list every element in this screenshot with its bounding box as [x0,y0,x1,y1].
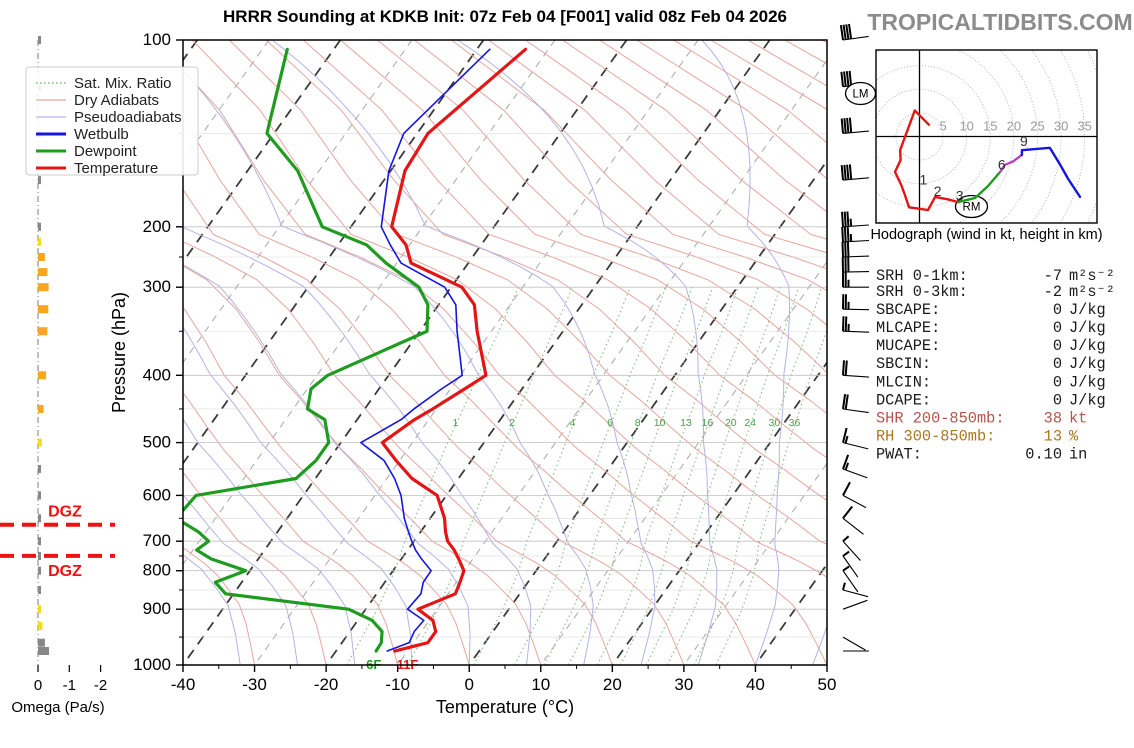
svg-text:36: 36 [789,417,801,429]
svg-text:16: 16 [702,417,714,429]
svg-text:MLCAPE:: MLCAPE: [876,319,940,337]
svg-text:2: 2 [934,183,942,199]
svg-text:700: 700 [143,531,171,550]
svg-text:Hodograph (wind in kt, height: Hodograph (wind in kt, height in km) [870,227,1102,243]
svg-text:1000: 1000 [133,655,171,674]
svg-text:-40: -40 [171,675,196,694]
svg-text:J/kg: J/kg [1069,301,1106,319]
svg-text:DCAPE:: DCAPE: [876,391,931,409]
svg-text:6: 6 [607,417,613,429]
svg-text:-2: -2 [1044,283,1062,301]
svg-text:24: 24 [744,417,756,429]
svg-text:0: 0 [1053,301,1062,319]
svg-text:1: 1 [452,417,458,429]
svg-text:6: 6 [998,157,1006,173]
svg-text:-30: -30 [242,675,267,694]
svg-text:300: 300 [143,277,171,296]
svg-text:9: 9 [1020,133,1028,149]
svg-text:RH 300-850mb:: RH 300-850mb: [876,428,995,446]
svg-text:SHR 200-850mb:: SHR 200-850mb: [876,410,1005,428]
svg-text:Sat. Mix. Ratio: Sat. Mix. Ratio [74,75,172,92]
svg-text:0: 0 [34,677,42,694]
svg-text:Omega (Pa/s): Omega (Pa/s) [11,699,104,716]
svg-text:30: 30 [674,675,693,694]
svg-text:13: 13 [680,417,692,429]
svg-text:RM: RM [963,202,981,214]
svg-text:0: 0 [1053,337,1062,355]
svg-text:0: 0 [464,675,473,694]
svg-text:5: 5 [939,119,946,134]
svg-text:0: 0 [1053,355,1062,373]
svg-text:3: 3 [956,188,964,204]
svg-text:Dewpoint: Dewpoint [74,143,137,160]
svg-text:SBCIN:: SBCIN: [876,355,931,373]
svg-text:600: 600 [143,485,171,504]
svg-text:Temperature: Temperature [74,160,158,177]
svg-text:8: 8 [635,417,641,429]
svg-text:15: 15 [983,119,997,134]
svg-text:in: in [1069,446,1087,464]
svg-text:500: 500 [143,433,171,452]
svg-text:LM: LM [853,89,869,101]
svg-text:50: 50 [818,675,837,694]
svg-text:Dry Adiabats: Dry Adiabats [74,92,159,109]
svg-text:0: 0 [1053,391,1062,409]
svg-text:%: % [1069,428,1079,446]
svg-text:10: 10 [654,417,666,429]
svg-text:10: 10 [531,675,550,694]
svg-text:100: 100 [143,30,171,49]
svg-text:400: 400 [143,365,171,384]
svg-text:m²s⁻²: m²s⁻² [1069,283,1115,301]
svg-text:PWAT:: PWAT: [876,446,922,464]
svg-text:-1: -1 [63,677,76,694]
svg-text:0.10: 0.10 [1025,446,1062,464]
svg-text:4: 4 [570,417,576,429]
svg-text:DGZ: DGZ [48,563,82,580]
svg-text:DGZ: DGZ [48,504,82,521]
svg-text:-2: -2 [94,677,107,694]
svg-text:20: 20 [603,675,622,694]
svg-text:40: 40 [746,675,765,694]
svg-text:38: 38 [1044,410,1062,428]
svg-text:J/kg: J/kg [1069,391,1106,409]
svg-text:SRH 0-3km:: SRH 0-3km: [876,283,968,301]
svg-text:0: 0 [1053,319,1062,337]
svg-text:J/kg: J/kg [1069,337,1106,355]
svg-text:30: 30 [1054,119,1068,134]
svg-text:900: 900 [143,599,171,618]
svg-text:10: 10 [959,119,973,134]
svg-text:20: 20 [725,417,737,429]
svg-text:MLCIN:: MLCIN: [876,373,931,391]
svg-text:J/kg: J/kg [1069,355,1106,373]
svg-text:35: 35 [1077,119,1091,134]
svg-text:Pseudoadiabats: Pseudoadiabats [74,109,182,126]
svg-text:30: 30 [769,417,781,429]
svg-text:J/kg: J/kg [1069,373,1106,391]
svg-text:Wetbulb: Wetbulb [74,126,129,143]
svg-text:25: 25 [1030,119,1044,134]
svg-text:800: 800 [143,561,171,580]
svg-text:HRRR Sounding at KDKB Init: 07: HRRR Sounding at KDKB Init: 07z Feb 04 [… [223,7,787,26]
svg-text:MUCAPE:: MUCAPE: [876,337,940,355]
svg-text:TROPICALTIDBITS.COM: TROPICALTIDBITS.COM [867,9,1132,35]
svg-text:SBCAPE:: SBCAPE: [876,301,940,319]
svg-text:2: 2 [509,417,515,429]
svg-text:-10: -10 [385,675,410,694]
svg-text:20: 20 [1007,119,1021,134]
svg-text:13: 13 [1044,428,1062,446]
svg-text:-20: -20 [314,675,339,694]
svg-text:Pressure (hPa): Pressure (hPa) [109,292,129,413]
svg-text:200: 200 [143,217,171,236]
svg-text:kt: kt [1069,410,1087,428]
svg-text:Temperature (°C): Temperature (°C) [436,697,574,717]
svg-text:0: 0 [1053,373,1062,391]
svg-text:1: 1 [920,172,928,188]
svg-text:J/kg: J/kg [1069,319,1106,337]
